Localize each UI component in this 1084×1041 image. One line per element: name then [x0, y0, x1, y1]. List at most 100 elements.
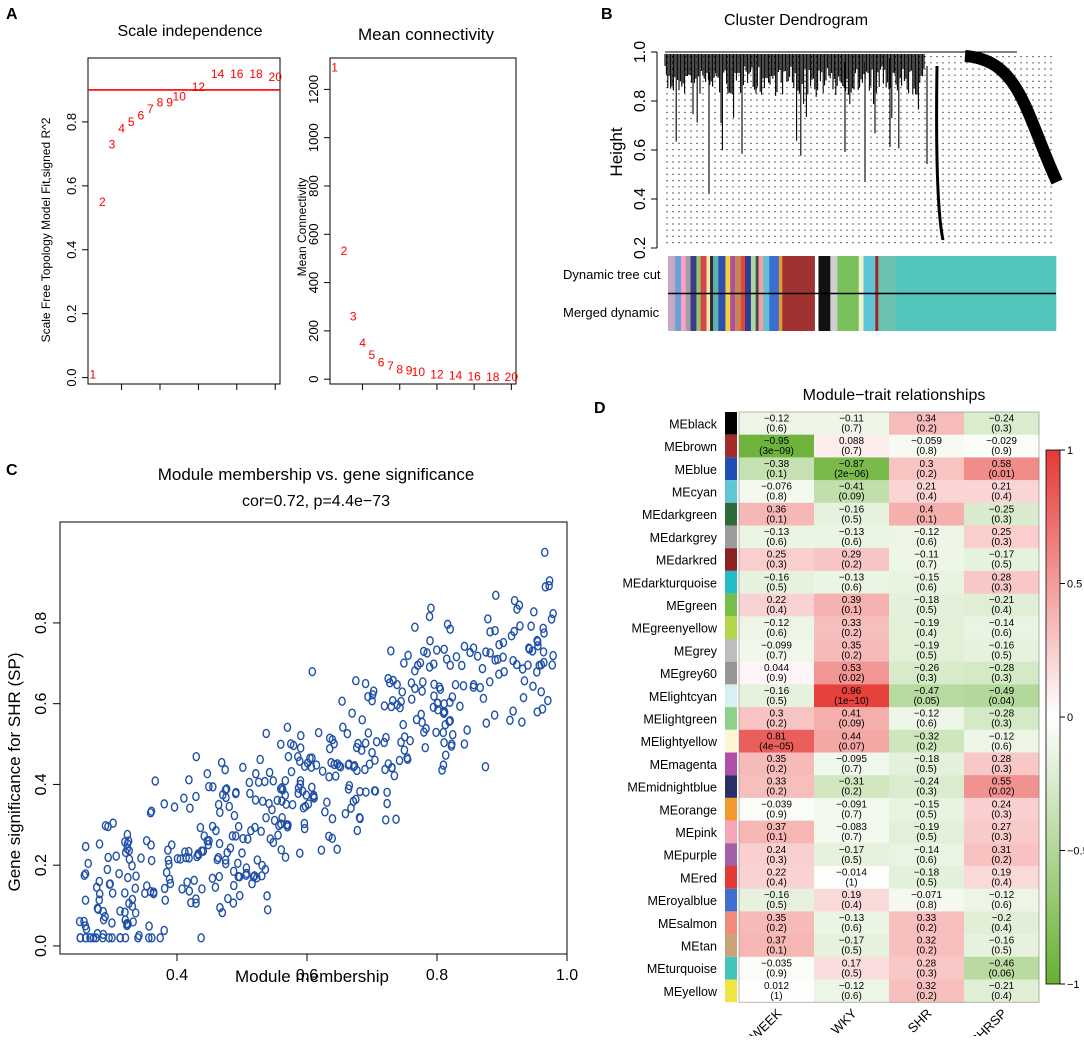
cell-pvalue: (0.6) [766, 537, 787, 548]
scatter-point [183, 877, 191, 887]
merged-dynamic-band [700, 294, 707, 331]
heatmap-cell [889, 707, 965, 731]
row-label: MEdarkred [656, 554, 717, 568]
scatter-point [463, 725, 471, 735]
cell-pvalue: (0.4) [916, 628, 937, 639]
cell-pvalue: (0.5) [991, 946, 1012, 957]
scatter-point [418, 686, 426, 696]
scatter-point [235, 890, 244, 901]
scatter-point [516, 621, 524, 631]
power-label: 5 [128, 115, 135, 129]
row-label: MEroyalblue [648, 894, 718, 908]
x-tick-label: 0.4 [166, 967, 188, 984]
power-label: 14 [211, 67, 225, 81]
y-tick-label: 0.8 [64, 113, 79, 131]
scatter-point [121, 933, 130, 943]
scatter-point [134, 933, 142, 943]
scatter-point [164, 845, 172, 855]
heatmap-cell [739, 525, 815, 549]
scatter-point [518, 717, 526, 727]
power-label: 12 [430, 367, 444, 381]
scatter-point [491, 625, 499, 636]
scatter-point [229, 898, 238, 908]
row-label: MEdarkturquoise [623, 576, 718, 590]
cell-correlation: 0.33 [917, 913, 937, 924]
scatter-point [273, 795, 282, 806]
scatter-point [426, 636, 434, 646]
heatmap-cell [964, 661, 1040, 685]
power-label: 1 [89, 367, 96, 381]
scatter-point [549, 650, 557, 661]
cell-pvalue: (0.5) [766, 900, 787, 911]
power-label: 5 [369, 348, 376, 362]
plot-frame [87, 57, 281, 385]
scatter-point [442, 654, 451, 664]
cell-pvalue: (0.3) [991, 582, 1012, 593]
merged-dynamic-band [878, 294, 897, 331]
module-membership-scatter: Module membership vs. gene significance … [0, 452, 580, 1036]
scatter-point [173, 853, 182, 864]
cell-correlation: −0.15 [914, 799, 940, 810]
cell-pvalue: (0.5) [916, 809, 937, 820]
colorbar [1045, 449, 1061, 985]
cell-correlation: 0.3 [770, 709, 784, 720]
heatmap-cell [889, 866, 965, 890]
power-label: 3 [109, 137, 116, 151]
scatter-point [308, 782, 316, 792]
row-label: MEpink [675, 826, 717, 840]
heatmap-cell [814, 548, 890, 572]
cell-pvalue: (0.5) [766, 582, 787, 593]
scatter-point [545, 576, 554, 586]
scatter-point [95, 876, 104, 887]
row-label: MEmagenta [650, 758, 717, 772]
scatter-point [81, 921, 90, 931]
cell-pvalue: (0.7) [766, 651, 787, 662]
scatter-point [109, 818, 117, 828]
heatmap-cell [889, 570, 965, 595]
scatter-point [192, 751, 201, 762]
scatter-point [328, 735, 337, 745]
scatter-point [95, 839, 104, 849]
cell-correlation: 0.96 [842, 686, 862, 697]
cell-correlation: −0.12 [989, 890, 1015, 901]
cell-pvalue: (0.4) [841, 900, 862, 911]
scatter-point [214, 799, 223, 810]
scatter-point [358, 715, 367, 725]
cell-correlation: 0.37 [767, 822, 787, 833]
scatter-point [400, 732, 409, 742]
cell-correlation: −0.059 [911, 436, 942, 447]
heatmap-cell [739, 843, 815, 867]
row-label: MElightgreen [643, 712, 717, 726]
row-label: MElightcyan [649, 690, 717, 704]
heatmap-cell [739, 934, 815, 958]
scatter-point [98, 933, 107, 943]
cell-pvalue: (0.2) [916, 424, 937, 435]
cell-pvalue: (0.3) [991, 424, 1012, 435]
cell-correlation: 0.33 [767, 777, 787, 788]
heatmap-cell [739, 616, 815, 640]
y-tick-label: 0.6 [632, 139, 649, 161]
heatmap-cell [739, 866, 815, 890]
scatter-point [178, 884, 186, 894]
heatmap-cell [814, 480, 890, 504]
merged-dynamic-band [755, 294, 759, 331]
row-label: MEblue [675, 463, 717, 477]
heatmap-cell [889, 480, 965, 504]
cell-pvalue: (0.9) [991, 446, 1012, 457]
scatter-point [269, 776, 278, 786]
scatter-point [165, 874, 174, 884]
heatmap-cell [739, 457, 815, 481]
scatter-point [149, 887, 158, 897]
heatmap-cell [889, 434, 965, 458]
merged-dynamic-band [718, 294, 726, 331]
module-color-swatch [725, 729, 737, 753]
cell-correlation: 0.27 [992, 822, 1012, 833]
scatter-point [281, 852, 290, 862]
scatter-point [490, 710, 499, 720]
scatter-point [296, 743, 305, 753]
scatter-point [251, 795, 260, 805]
cell-pvalue: (0.7) [841, 424, 862, 435]
module-color-swatch [725, 570, 737, 594]
scatter-point [422, 723, 430, 734]
scatter-point [196, 822, 205, 833]
